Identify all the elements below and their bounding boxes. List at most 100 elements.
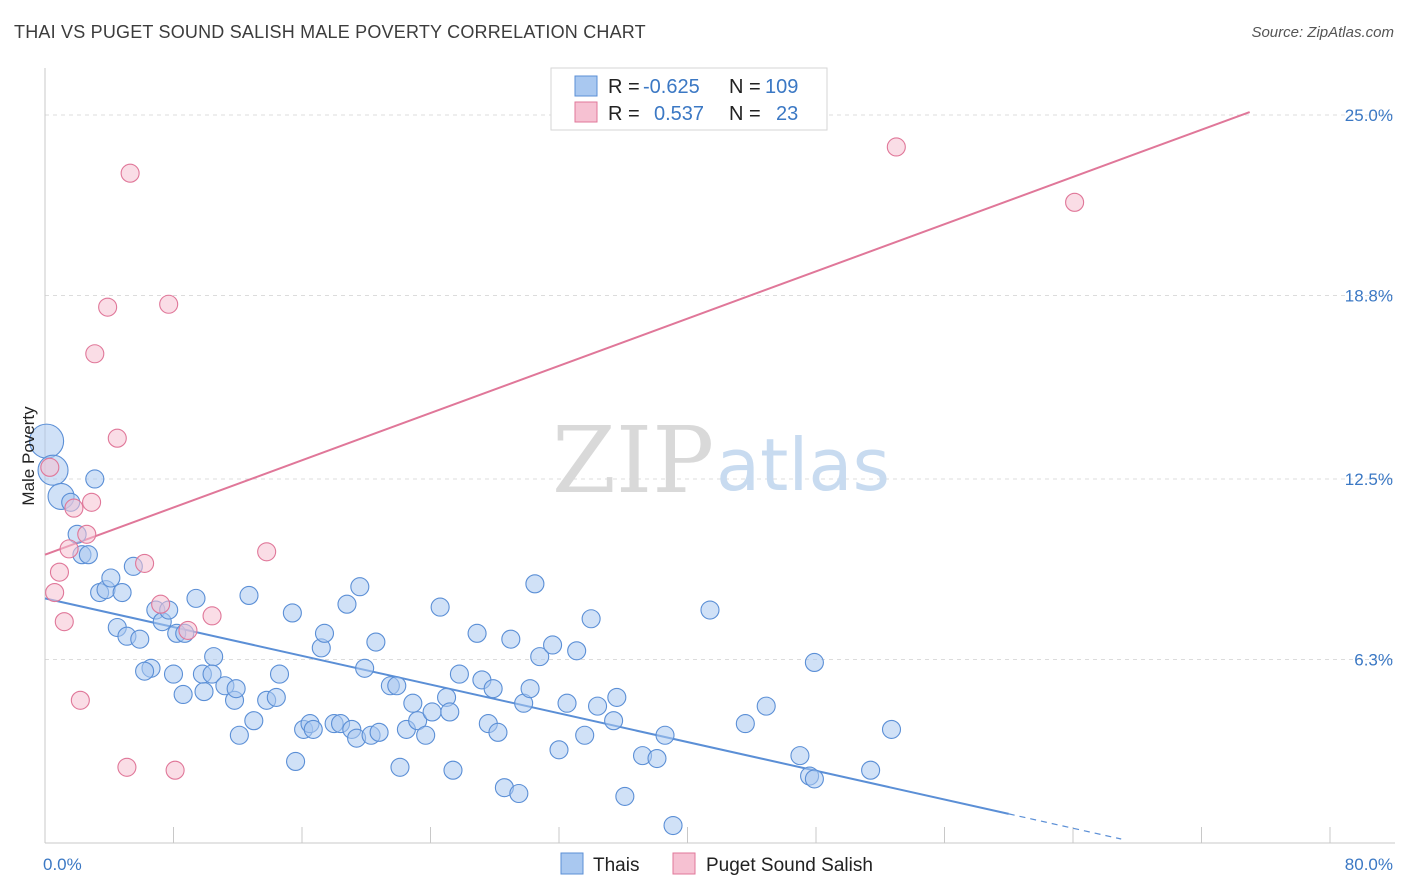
thais-point [587, 696, 608, 716]
y-axis-label: Male Poverty [19, 406, 38, 506]
watermark: ZIP atlas [552, 407, 890, 514]
puget-point [64, 498, 84, 518]
y-tick-label: 25.0% [1345, 106, 1393, 125]
thais-point [700, 600, 720, 620]
thais-point [204, 647, 224, 667]
thais-point [186, 588, 206, 608]
thais-point [655, 725, 675, 745]
thais-points [29, 423, 902, 836]
legend-swatch-thais [574, 75, 598, 97]
puget-point [45, 582, 65, 603]
legend-box: R = -0.625 N = 109 R = 0.537 N = 23 [550, 67, 828, 131]
thais-point [543, 635, 563, 655]
legend-n-label-puget: N = [729, 103, 761, 125]
thais-point [303, 719, 323, 739]
thais-point [408, 711, 428, 731]
puget-point [178, 620, 198, 640]
puget-point [82, 492, 102, 512]
puget-point [40, 457, 60, 477]
puget-points [40, 137, 1085, 780]
thais-point [440, 702, 460, 722]
puget-point [165, 760, 185, 780]
puget-point [135, 553, 155, 573]
chart-title: THAI VS PUGET SOUND SALISH MALE POVERTY … [14, 22, 646, 42]
puget-point [77, 524, 97, 544]
thais-point [861, 760, 881, 780]
puget-point [151, 594, 171, 614]
y-tick-label: 18.8% [1345, 287, 1393, 306]
thais-point [244, 711, 264, 731]
thais-point [575, 725, 595, 745]
thais-point [604, 711, 624, 731]
thais-point [112, 582, 132, 603]
legend-r-label-puget: R = [608, 103, 640, 125]
x-tick-label: 80.0% [1345, 855, 1393, 874]
thais-point [239, 585, 259, 606]
thais-point [483, 679, 503, 699]
x-tick-label: 0.0% [43, 855, 82, 874]
thais-point [607, 687, 627, 707]
thais-point [282, 603, 302, 623]
thais-point [467, 623, 487, 643]
thais-point [557, 693, 577, 713]
thais-point [520, 679, 540, 699]
thais-point [226, 679, 246, 699]
thais-point [314, 623, 335, 643]
watermark-zip: ZIP [552, 407, 714, 514]
thais-point [135, 661, 155, 681]
watermark-atlas: atlas [716, 423, 890, 507]
thais-point [355, 658, 375, 678]
puget-point [120, 163, 140, 183]
thais-point [229, 725, 249, 745]
bottom-legend: Thais Puget Sound Salish [560, 852, 873, 876]
puget-point [85, 344, 105, 364]
puget-point [59, 539, 79, 559]
legend-n-value-thais: 109 [765, 76, 798, 98]
thais-point [269, 664, 290, 684]
thais-point [85, 469, 105, 489]
puget-point [1065, 192, 1085, 212]
puget-point [49, 562, 70, 582]
thais-point [130, 629, 150, 649]
thais-point [387, 676, 407, 696]
thais-point [202, 664, 222, 684]
puget-trend-line [44, 111, 1251, 556]
puget-point [54, 612, 74, 632]
thais-point [449, 664, 469, 684]
puget-point [98, 297, 118, 317]
thais-point [581, 609, 601, 629]
thais-point [790, 746, 810, 766]
puget-point [886, 137, 906, 157]
puget-point [202, 606, 222, 626]
thais-point [430, 597, 450, 617]
thais-point [443, 760, 463, 780]
thais-point [567, 641, 587, 661]
thais-point [286, 751, 306, 772]
thais-point [173, 684, 193, 705]
legend-r-value-thais: -0.625 [643, 76, 700, 98]
thais-point [530, 647, 550, 667]
thais-point [78, 545, 98, 565]
legend-n-label-thais: N = [729, 76, 761, 98]
thais-point [804, 652, 824, 672]
bottom-legend-thais: Thais [593, 855, 639, 876]
puget-point [159, 294, 179, 314]
thais-point [488, 722, 508, 742]
thais-trend-extension [1008, 813, 1122, 840]
thais-point [416, 725, 436, 745]
thais-point [337, 594, 357, 614]
thais-point [549, 740, 569, 760]
gridlines [45, 114, 1395, 661]
thais-point [422, 702, 442, 722]
thais-point [647, 748, 667, 769]
thais-point [194, 682, 214, 702]
thais-point [350, 577, 370, 597]
puget-point [257, 542, 277, 562]
thais-point [366, 632, 386, 652]
thais-point [881, 719, 902, 739]
thais-point [266, 687, 286, 707]
y-tick-label: 12.5% [1345, 470, 1393, 489]
bottom-legend-swatch-thais [560, 852, 584, 875]
thais-point [403, 693, 423, 713]
